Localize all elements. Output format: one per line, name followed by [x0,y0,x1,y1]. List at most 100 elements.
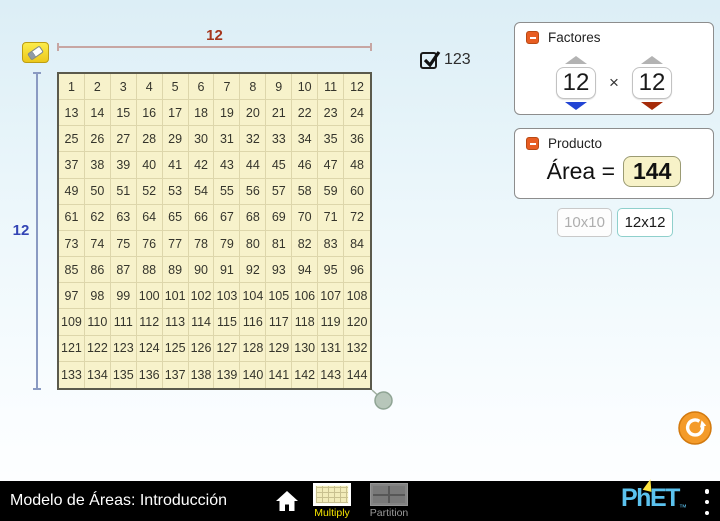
partition-grid-icon [370,483,408,506]
numbers-checkbox[interactable] [420,50,441,69]
grid-cell: 73 [59,230,85,258]
grid-cell: 82 [292,230,319,258]
grid-cell: 49 [59,178,85,205]
grid-cell: 118 [292,309,319,336]
factores-header: Factores [515,23,713,45]
grid-cell: 24 [344,100,370,127]
grid-cell: 20 [240,100,267,127]
grid-cell: 56 [240,178,267,205]
grid-cell: 143 [318,361,345,388]
grid-cell: 132 [344,336,370,362]
tab-partition[interactable]: Partition [367,483,411,519]
grid-cell: 77 [162,230,189,258]
check-icon [423,50,441,67]
grid-cell: 26 [84,126,111,153]
multiply-grid-icon [313,483,351,506]
home-button[interactable] [275,490,299,512]
factores-collapse-button[interactable] [526,31,539,44]
factor1-down-arrow[interactable] [565,102,588,110]
grid-cell: 128 [240,335,267,362]
grid-cell: 1 [59,74,85,101]
grid-cell: 114 [188,309,215,336]
grid-cell: 21 [266,100,293,127]
grid-cell: 130 [292,335,319,362]
menu-button[interactable] [701,489,713,515]
grid-cell: 45 [266,152,293,179]
factor1-value: 12 [556,67,597,99]
factor1-up-arrow[interactable] [565,56,588,64]
tab-multiply-label: Multiply [314,507,350,519]
factor2-down-arrow[interactable] [640,102,663,110]
factor2-spinner: 12 [631,56,672,110]
grid-cell: 27 [110,126,137,153]
grid-cell: 123 [110,335,137,362]
size-10x10-button[interactable]: 10x10 [557,208,612,237]
grid-cell: 6 [188,74,215,101]
factor-spinners: 12 × 12 [515,56,713,110]
grid-cell: 68 [240,204,267,231]
grid-cell: 97 [59,283,85,310]
grid-cell: 47 [318,152,345,179]
refresh-icon [678,411,712,445]
menu-dot [704,510,710,515]
grid-cell: 102 [188,283,215,310]
grid-cell: 31 [214,126,241,153]
grid-cell: 110 [84,309,111,336]
grid-cell: 75 [110,230,137,258]
grid-cell: 76 [136,230,163,258]
grid-cell: 133 [59,361,85,388]
grid-cell: 63 [110,204,137,231]
numbers-checkbox-label[interactable]: 123 [444,51,471,68]
grid-cell: 50 [84,178,111,205]
grid-cell: 52 [136,178,163,205]
grid-cell: 43 [214,152,241,179]
grid-cell: 53 [162,178,189,205]
grid-cell: 4 [136,74,163,101]
grid-cell: 38 [84,152,111,179]
grid-cell: 80 [240,230,267,258]
grid-cell: 62 [84,204,111,231]
grid-cell: 18 [188,100,215,127]
factores-title: Factores [548,30,601,45]
phet-logo[interactable]: PhET™ [621,478,687,513]
grid-cell: 59 [318,178,345,205]
grid-cell: 91 [214,257,241,284]
grid-cell: 99 [110,283,137,310]
grid-cell: 138 [189,361,215,388]
tab-multiply[interactable]: Multiply [310,483,354,519]
horizontal-dimension-line [57,43,372,51]
grid-resize-handle[interactable] [366,384,396,414]
grid-cell: 141 [266,361,293,388]
grid-cell: 40 [136,152,163,179]
grid-cell: 98 [84,283,111,310]
home-icon [276,491,298,511]
factor1-spinner: 12 [556,56,597,110]
grid-cell: 30 [188,126,215,153]
grid-cell: 107 [318,283,345,310]
phet-trademark: ™ [678,503,687,513]
grid-cell: 48 [344,152,370,179]
factor2-up-arrow[interactable] [640,56,663,64]
size-12x12-button[interactable]: 12x12 [617,208,673,237]
grid-cell: 119 [318,309,345,336]
grid-cell: 95 [318,257,345,284]
grid-cell: 5 [162,74,189,101]
grid-cell: 15 [110,100,137,127]
grid-cell: 74 [84,230,111,258]
grid-cell: 93 [266,257,293,284]
grid-cell: 84 [344,231,370,258]
grid-cell: 61 [59,204,85,231]
grid-cell: 9 [266,74,293,101]
grid-cell: 79 [214,230,241,258]
grid-cell: 113 [162,309,189,336]
producto-collapse-button[interactable] [526,137,539,150]
grid-cell: 46 [292,152,319,179]
grid-cell: 16 [136,100,163,127]
refresh-button[interactable] [677,410,713,446]
horizontal-dimension-label: 12 [206,27,223,44]
grid-cell: 108 [344,283,370,310]
navigation-bar: Modelo de Áreas: Introducción Multiply P… [0,478,720,521]
eraser-button[interactable] [22,42,49,63]
grid-cell: 101 [162,283,189,310]
